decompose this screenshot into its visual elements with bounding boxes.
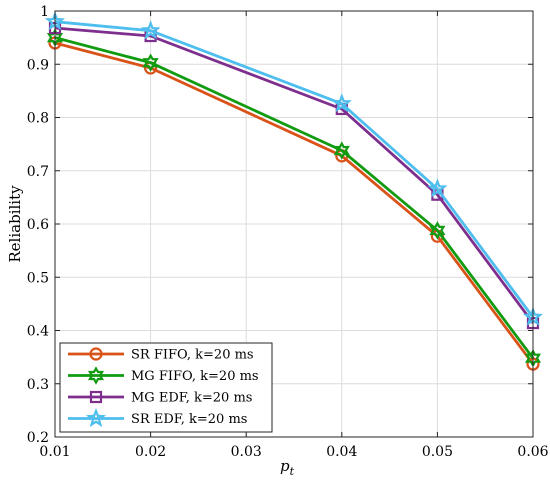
marker-pentagram [140, 20, 161, 40]
x-tick-label: 0.05 [422, 444, 453, 460]
series-line [54, 20, 535, 319]
legend: SR FIFO, k=20 ms MG FIFO, k=20 ms MG EDF, … [59, 342, 273, 433]
marker-hexagram [87, 366, 105, 385]
marker-pentagram [85, 407, 107, 428]
marker-hexagram [333, 141, 350, 160]
legend-entry: SR EDF, k=20 ms [68, 407, 247, 428]
y-tick-label: 0.4 [27, 324, 49, 340]
y-tick-label: 0.5 [27, 270, 49, 286]
x-tick-label: 0.03 [231, 444, 262, 460]
legend-label: MG EDF, k=20 ms [131, 391, 252, 406]
marker-circle [89, 347, 103, 361]
x-tick-label: 0.04 [326, 444, 357, 460]
marker-pentagram [427, 178, 448, 198]
marker-hexagram [429, 221, 446, 240]
tick-layer: 0.01 0.02 0.03 0.04 0.05 0.06 0.2 0.3 0.4 0.5 0.6 0… [27, 4, 549, 460]
x-tick-label: 0.01 [39, 444, 70, 460]
y-tick-label: 0.6 [27, 217, 49, 233]
y-tick-label: 1 [40, 4, 49, 20]
y-axis-label: Reliability [6, 185, 24, 263]
marker-square [89, 390, 103, 404]
y-tick-label: 0.8 [27, 111, 49, 127]
y-tick-label: 0.7 [27, 164, 49, 180]
marker-hexagram [142, 53, 159, 72]
x-axis-label-subscript: t [290, 465, 295, 478]
legend-label: SR FIFO, k=20 ms [131, 348, 254, 363]
x-tick-label: 0.02 [135, 444, 166, 460]
marker-pentagram [331, 93, 352, 113]
series-line [54, 26, 535, 324]
x-tick-label: 0.06 [517, 444, 548, 460]
y-tick-label: 0.3 [27, 377, 49, 393]
series-line [54, 36, 535, 360]
legend-entry: MG EDF, k=20 ms [68, 391, 252, 406]
y-tick-label: 0.2 [27, 430, 49, 446]
y-tick-label: 0.9 [27, 57, 49, 73]
x-axis-label: pt [280, 457, 295, 478]
legend-entry: SR FIFO, k=20 ms [68, 347, 254, 363]
legend-label: MG FIFO, k=20 ms [131, 369, 259, 384]
x-axis-label-main: p [280, 457, 290, 475]
legend-entry: MG FIFO, k=20 ms [68, 366, 259, 385]
legend-label: SR EDF, k=20 ms [131, 412, 247, 427]
